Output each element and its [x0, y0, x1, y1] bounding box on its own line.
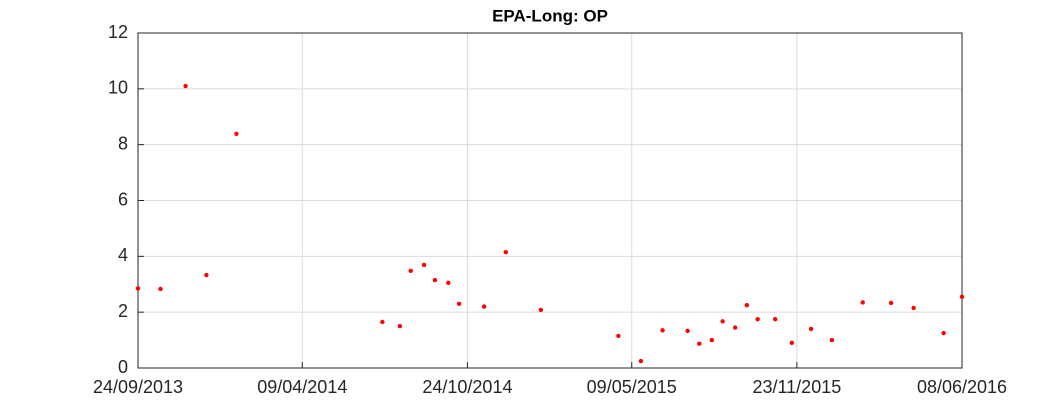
- y-tick-label: 6: [118, 189, 128, 209]
- point: [204, 272, 209, 278]
- point: [503, 249, 508, 255]
- point: [959, 294, 965, 300]
- plot-frame: [137, 32, 963, 369]
- x-tick-label: 23/11/2015: [752, 377, 841, 397]
- point: [616, 333, 621, 339]
- y-tick-label: 8: [118, 133, 128, 153]
- point: [446, 280, 451, 286]
- point: [732, 325, 738, 330]
- point: [481, 304, 487, 309]
- point: [380, 319, 385, 325]
- point: [755, 316, 760, 322]
- y-tick-label: 12: [108, 22, 128, 42]
- point: [538, 307, 544, 313]
- point: [772, 316, 778, 322]
- x-tick-label: 08/06/2016: [917, 377, 1007, 397]
- point: [638, 358, 644, 364]
- point: [720, 319, 725, 324]
- point: [432, 277, 438, 283]
- point: [397, 323, 403, 329]
- point: [408, 268, 413, 274]
- point: [709, 337, 714, 343]
- point: [456, 301, 462, 306]
- y-tick-label: 10: [108, 78, 128, 98]
- point: [685, 328, 690, 334]
- point: [135, 286, 141, 291]
- point: [888, 300, 894, 306]
- y-tick-label: 0: [118, 357, 128, 377]
- point: [158, 286, 163, 292]
- y-tick-label: 4: [118, 245, 128, 265]
- x-tick-label: 24/09/2013: [93, 377, 183, 397]
- y-tick-label: 2: [118, 301, 128, 321]
- point: [234, 131, 239, 136]
- point: [697, 341, 702, 346]
- point: [421, 262, 427, 268]
- point: [808, 326, 814, 332]
- point: [829, 337, 835, 343]
- point: [941, 330, 946, 336]
- point: [744, 302, 750, 308]
- x-tick-label: 24/10/2014: [422, 377, 512, 397]
- point: [860, 300, 865, 305]
- chart-title: EPA-Long: OP: [492, 6, 608, 25]
- point: [183, 83, 188, 89]
- x-tick-label: 09/05/2015: [587, 377, 677, 397]
- point: [660, 328, 665, 333]
- point: [789, 340, 795, 346]
- point: [911, 305, 916, 311]
- x-tick-label: 09/04/2014: [257, 377, 347, 397]
